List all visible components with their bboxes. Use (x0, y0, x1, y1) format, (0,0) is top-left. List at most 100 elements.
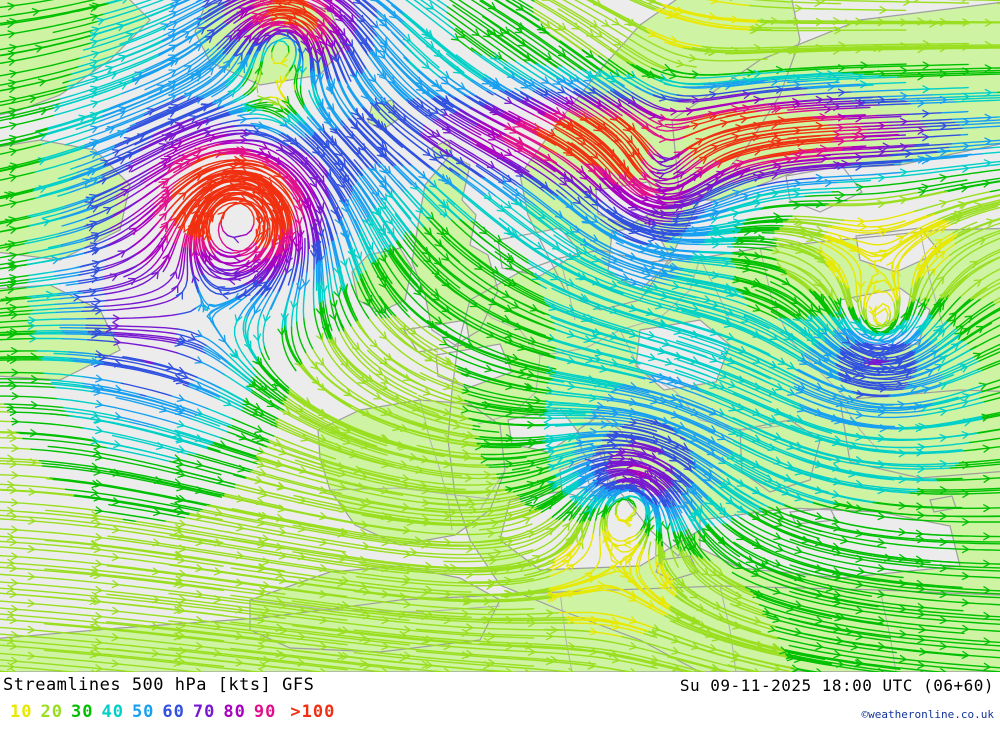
streamline-arrow (877, 147, 886, 157)
streamline-segment (425, 99, 448, 116)
streamline-segment (256, 358, 291, 393)
streamline-segment (913, 315, 922, 328)
streamline-arrow (814, 512, 824, 521)
turkey-border (839, 399, 881, 453)
streamline-segment (632, 504, 636, 512)
streamline-segment (935, 383, 987, 400)
streamline-segment (851, 390, 892, 397)
streamline-arrow (421, 486, 430, 495)
forecast-map[interactable] (0, 0, 1000, 672)
streamline-segment (580, 494, 591, 506)
streamline-segment (28, 275, 56, 281)
streamline-segment (910, 333, 921, 344)
streamline-arrow (855, 432, 864, 441)
streamline-segment (616, 119, 649, 155)
streamline-arrow (614, 99, 623, 108)
streamline-segment (814, 316, 835, 337)
streamline-segment (94, 509, 167, 522)
streamline-arrow (578, 293, 587, 302)
streamline-segment (202, 109, 228, 120)
streamline-segment (916, 357, 942, 371)
streamline-segment (349, 243, 364, 276)
streamline-segment (357, 175, 379, 204)
streamline-segment (106, 264, 179, 302)
streamline-segment (29, 311, 57, 315)
streamline-segment (982, 411, 1000, 417)
streamline-segment (395, 164, 420, 190)
streamline-arrow (774, 104, 783, 113)
streamline-segment (548, 314, 801, 406)
streamline-segment (496, 469, 530, 475)
streamline-segment (219, 395, 244, 409)
streamline-segment (152, 198, 173, 219)
streamline-arrow (510, 197, 520, 206)
streamline-arrow (558, 75, 567, 83)
streamline-segment (657, 152, 664, 158)
streamline-arrow (103, 206, 112, 215)
streamline-segment (486, 90, 494, 96)
streamline-segment (181, 232, 186, 247)
streamline-segment (40, 128, 93, 146)
streamline-segment (332, 270, 340, 298)
streamline-segment (54, 301, 82, 305)
streamline-segment (98, 356, 195, 382)
streamline-segment (685, 439, 727, 464)
streamline-segment (168, 592, 591, 633)
streamline-segment (451, 219, 542, 286)
streamline-segment (789, 564, 1000, 595)
streamline-segment (711, 399, 773, 427)
streamline-arrow (900, 91, 909, 101)
streamline-arrow (627, 70, 637, 79)
streamline-segment (830, 139, 865, 143)
streamline-segment (558, 500, 579, 521)
streamline-segment (557, 96, 571, 105)
streamline-arrow (660, 291, 669, 300)
streamline-segment (648, 470, 670, 489)
streamline-segment (549, 461, 575, 472)
streamline-arrow (330, 52, 339, 61)
streamline-segment (318, 74, 343, 122)
streamline-arrow (877, 356, 886, 365)
streamline-arrow (922, 85, 931, 94)
streamline-segment (471, 142, 496, 157)
streamline-arrow (379, 331, 388, 340)
streamline-segment (599, 476, 612, 485)
streamline-segment (580, 102, 594, 111)
streamline-segment (742, 154, 827, 169)
streamline-arrow (399, 424, 409, 432)
streamline-arrow (794, 493, 804, 502)
streamline-arrow (399, 460, 408, 469)
streamline-segment (480, 441, 547, 447)
streamline-segment (673, 520, 679, 534)
streamline-arrow (688, 54, 697, 63)
streamline-segment (602, 116, 645, 160)
streamline-arrow (441, 148, 451, 157)
streamline-arrow (370, 0, 379, 3)
streamline-segment (687, 478, 694, 485)
streamline-segment (796, 389, 925, 414)
streamline-segment (667, 508, 675, 522)
streamline-segment (725, 200, 759, 211)
streamline-segment (482, 194, 770, 330)
streamline-segment (557, 8, 653, 69)
streamline-segment (819, 253, 848, 291)
streamline-arrow (657, 372, 667, 381)
streamline-arrow (913, 0, 920, 3)
streamline-arrow (89, 596, 98, 605)
streamline-arrow (89, 13, 99, 22)
streamline-segment (6, 406, 67, 412)
streamline-segment (175, 229, 183, 243)
streamline-segment (51, 381, 85, 387)
streamline-arrow (838, 384, 848, 393)
streamline-arrow (489, 106, 499, 114)
streamline-segment (619, 384, 714, 415)
streamline-segment (549, 375, 622, 389)
streamline-segment (449, 113, 474, 129)
streamline-segment (550, 172, 573, 190)
streamline-segment (497, 114, 517, 125)
streamline-segment (679, 230, 714, 235)
streamline-arrow (948, 318, 957, 327)
streamline-arrow (9, 589, 18, 599)
streamline-segment (343, 14, 358, 31)
streamline-segment (211, 85, 229, 98)
